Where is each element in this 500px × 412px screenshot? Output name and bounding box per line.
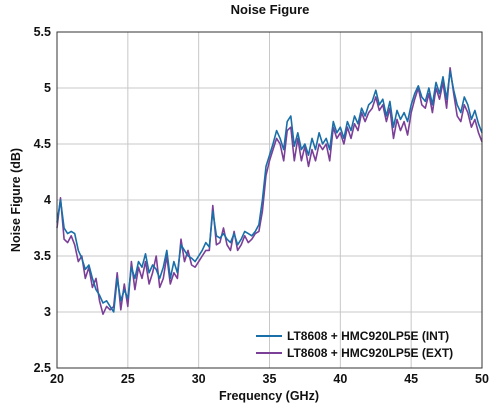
y-tick-label: 2.5 (34, 361, 51, 375)
series-layer (56, 67, 483, 316)
grid (56, 31, 483, 369)
y-tick-label: 3.5 (34, 249, 51, 263)
x-tick-label: 20 (50, 372, 64, 386)
y-tick-label: 5 (44, 81, 51, 95)
series-line-int (56, 70, 483, 313)
legend-label-int: LT8608 + HMC920LP5E (INT) (287, 329, 449, 343)
plot-frame (56, 31, 483, 369)
x-tick-label: 35 (263, 372, 277, 386)
x-axis-title: Frequency (GHz) (219, 389, 319, 403)
y-tick-label: 5.5 (34, 25, 51, 39)
x-tick-label: 45 (404, 372, 418, 386)
x-tick-label: 50 (475, 372, 489, 386)
y-tick-label: 4.5 (34, 137, 51, 151)
chart-title: Noise Figure (231, 2, 310, 17)
y-tick-label: 4 (44, 193, 51, 207)
legend-label-ext: LT8608 + HMC920LP5E (EXT) (287, 346, 453, 360)
x-tick-label: 40 (333, 372, 347, 386)
x-tick-label: 25 (121, 372, 135, 386)
tick-labels: 20 25 30 35 40 45 50 2.5 3 3.5 4 4.5 5 5.5 (34, 25, 489, 386)
y-axis-title: Noise Figure (dB) (9, 148, 23, 252)
series-line-ext (56, 67, 483, 316)
legend: LT8608 + HMC920LP5E (INT) LT8608 + HMC92… (256, 329, 453, 360)
x-tick-label: 30 (192, 372, 206, 386)
y-tick-label: 3 (44, 305, 51, 319)
